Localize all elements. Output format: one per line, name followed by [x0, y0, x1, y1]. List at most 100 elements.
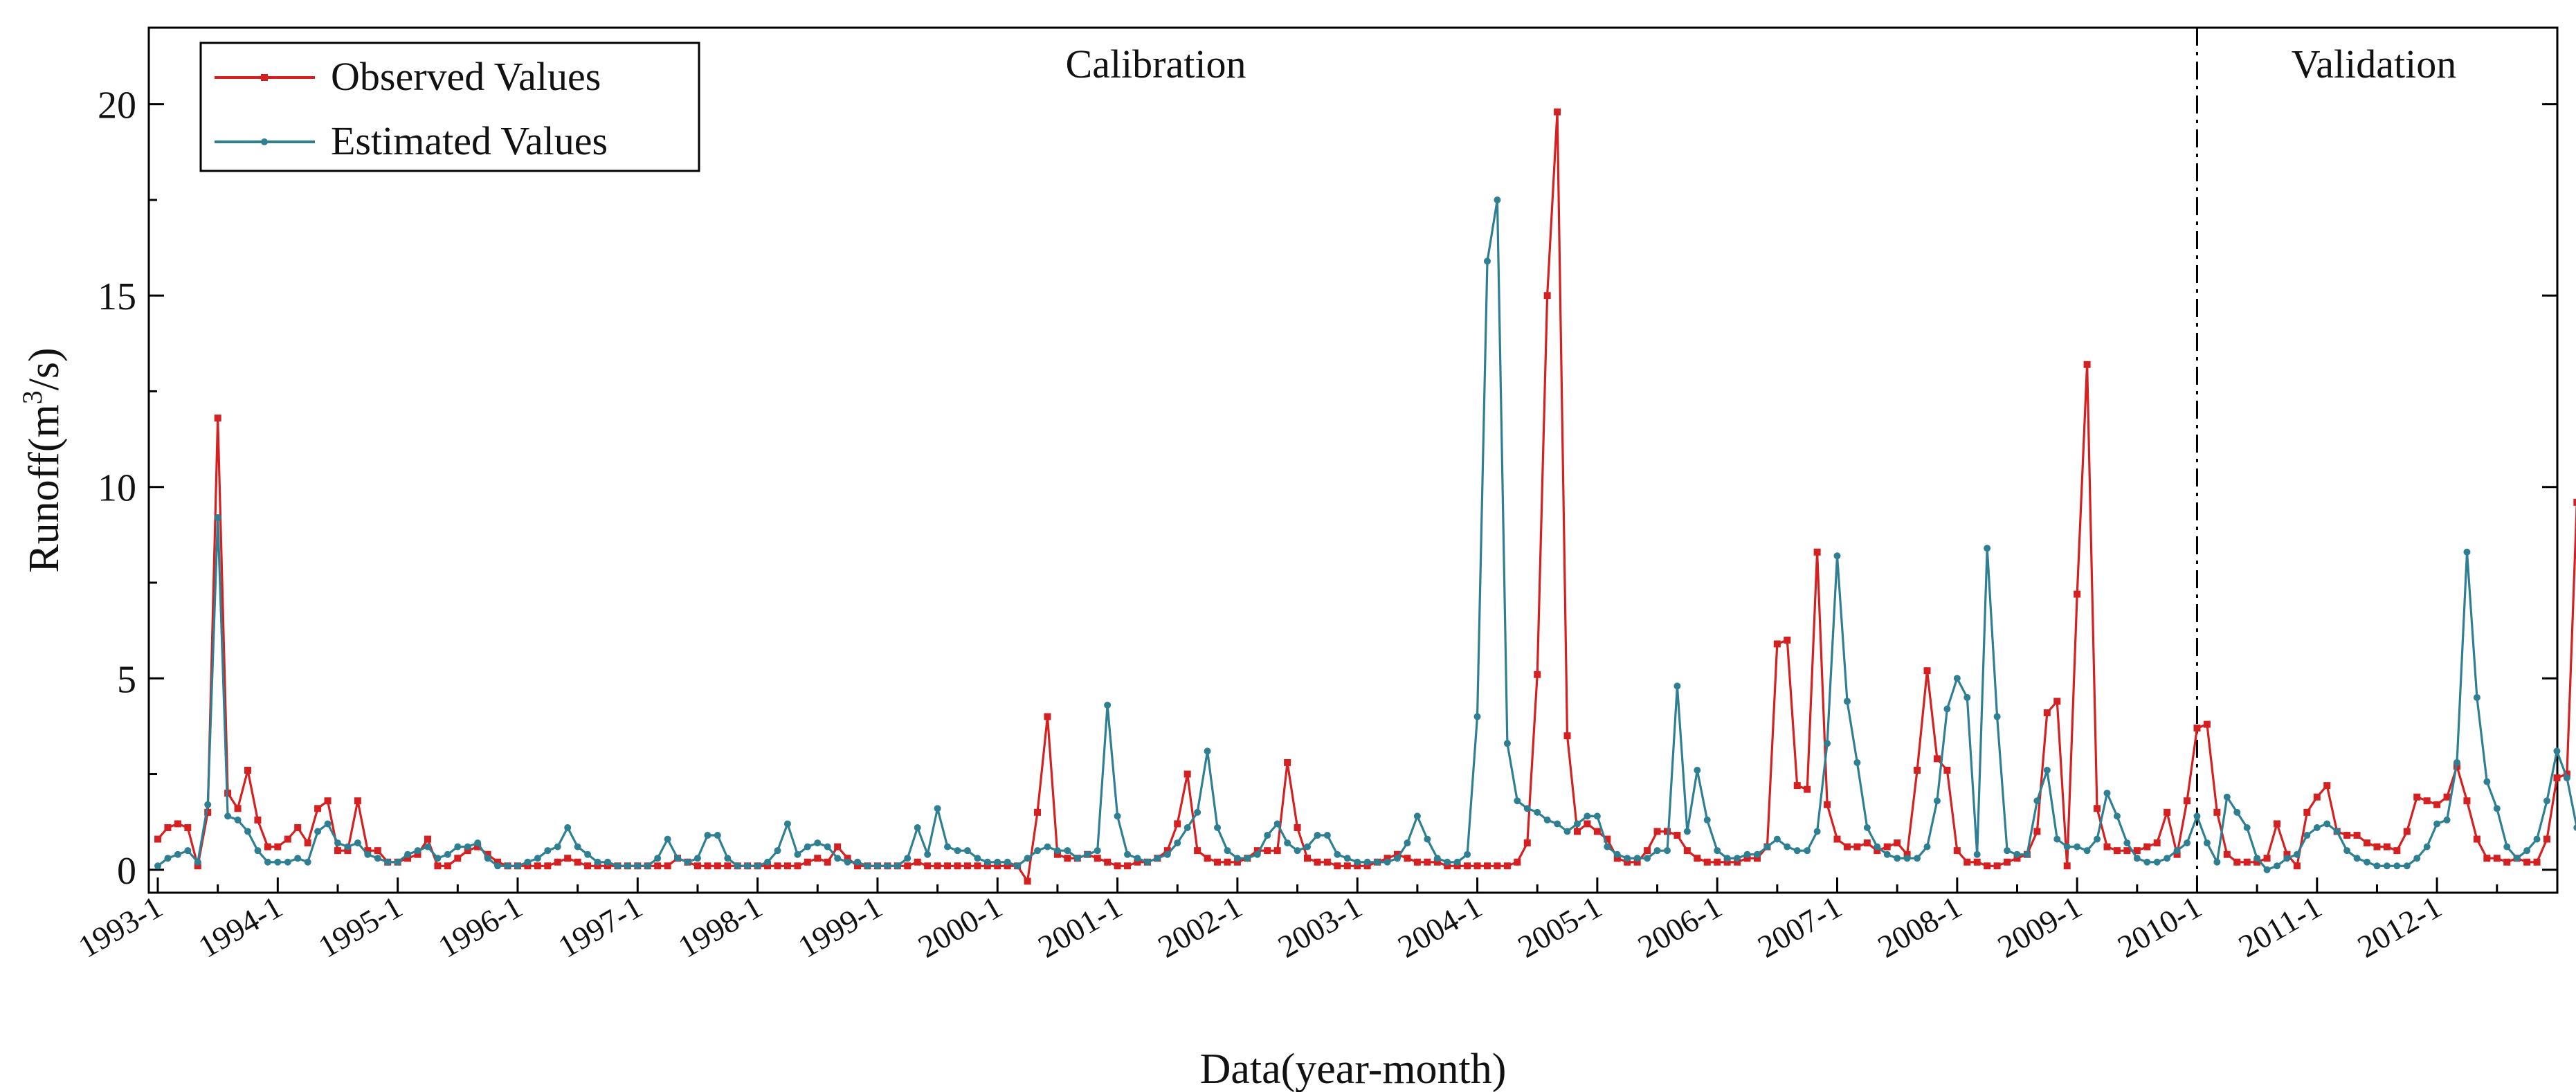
estimated-point — [624, 862, 631, 870]
estimated-point — [1404, 839, 1411, 847]
observed-point — [1963, 858, 1971, 866]
estimated-point — [214, 513, 221, 521]
observed-point — [1804, 785, 1811, 793]
observed-point — [2063, 862, 2071, 870]
observed-point — [1064, 855, 1071, 862]
observed-point — [1943, 767, 1951, 774]
observed-point — [2293, 862, 2301, 870]
observed-point — [264, 843, 271, 850]
observed-point — [844, 855, 851, 862]
observed-point — [2173, 850, 2181, 858]
observed-point — [1984, 862, 1991, 870]
estimated-point — [904, 855, 911, 862]
observed-point — [1354, 862, 1361, 870]
observed-point — [2074, 590, 2081, 598]
estimated-point — [744, 862, 752, 870]
observed-point — [783, 862, 791, 870]
y-axis-title-main: Runoff(m — [21, 404, 68, 572]
estimated-point — [963, 847, 971, 855]
estimated-point — [2443, 816, 2451, 823]
estimated-point — [384, 858, 392, 866]
estimated-point — [204, 801, 212, 808]
observed-point — [1104, 858, 1112, 866]
observed-point — [2463, 797, 2471, 805]
estimated-point — [1743, 850, 1751, 858]
observed-point — [1094, 855, 1101, 862]
estimated-point — [1143, 858, 1151, 866]
estimated-point — [1723, 855, 1731, 862]
x-tick-label: 1993-1 — [73, 889, 168, 964]
x-tick-label: 2000-1 — [912, 889, 1008, 964]
estimated-point — [1334, 850, 1341, 858]
observed-point — [1124, 862, 1132, 870]
estimated-point — [1824, 740, 1831, 747]
observed-point — [2393, 847, 2401, 855]
estimated-point — [994, 858, 1001, 866]
estimated-point — [664, 835, 671, 843]
observed-point — [544, 862, 552, 870]
estimated-point — [154, 862, 161, 870]
estimated-point — [954, 847, 961, 855]
estimated-point — [2203, 839, 2211, 847]
estimated-point — [1784, 843, 1791, 850]
estimated-point — [2153, 858, 2161, 866]
estimated-point — [1314, 832, 1321, 839]
estimated-point — [1804, 847, 1811, 855]
estimated-point — [404, 850, 412, 858]
estimated-point — [1523, 805, 1531, 812]
estimated-point — [1903, 855, 1911, 862]
estimated-point — [2563, 774, 2570, 782]
observed-point — [2493, 855, 2501, 862]
estimated-point — [1354, 858, 1361, 866]
estimated-point — [2513, 855, 2521, 862]
observed-point — [1914, 767, 1921, 774]
observed-point — [1824, 801, 1831, 808]
observed-point — [1004, 862, 1011, 870]
estimated-point — [2013, 850, 2021, 858]
x-tick-label: 2012-1 — [2352, 889, 2447, 964]
observed-point — [1703, 858, 1711, 866]
observed-point — [1224, 858, 1231, 866]
estimated-point — [1874, 843, 1881, 850]
estimated-point — [1503, 740, 1511, 747]
estimated-point — [1064, 847, 1071, 855]
estimated-point — [2094, 835, 2101, 843]
y-axis-title: Runoff(m3/s) — [17, 347, 68, 572]
observed-point — [2123, 847, 2131, 855]
observed-point — [2263, 855, 2271, 862]
estimated-point — [2193, 812, 2201, 820]
estimated-point — [424, 843, 431, 850]
observed-point — [1444, 862, 1451, 870]
estimated-point — [2223, 793, 2231, 801]
estimated-point — [2573, 824, 2576, 831]
estimated-point — [1384, 858, 1391, 866]
estimated-point — [1374, 858, 1381, 866]
estimated-point — [1894, 855, 1901, 862]
x-tick-label: 2005-1 — [1512, 889, 1607, 964]
observed-point — [494, 858, 502, 866]
observed-point — [2213, 808, 2221, 816]
estimated-point — [334, 839, 341, 847]
estimated-point — [184, 847, 192, 855]
estimated-point — [2364, 858, 2371, 866]
estimated-point — [2493, 805, 2501, 812]
observed-point — [1714, 858, 1721, 866]
observed-point — [174, 820, 181, 828]
estimated-series — [154, 196, 2576, 873]
observed-point — [1323, 858, 1331, 866]
observed-point — [324, 797, 332, 805]
estimated-point — [824, 843, 831, 850]
estimated-point — [1323, 832, 1331, 839]
estimated-point — [2383, 862, 2391, 870]
y-axis-title-sup: 3 — [17, 390, 48, 404]
estimated-point — [2063, 843, 2071, 850]
estimated-point — [2164, 855, 2171, 862]
estimated-point — [2213, 858, 2221, 866]
observed-point — [704, 862, 711, 870]
estimated-point — [844, 858, 851, 866]
estimated-point — [804, 843, 811, 850]
estimated-point — [434, 855, 442, 862]
estimated-point — [414, 847, 421, 855]
x-tick-label: 2011-1 — [2233, 889, 2328, 963]
estimated-point — [2473, 693, 2480, 701]
